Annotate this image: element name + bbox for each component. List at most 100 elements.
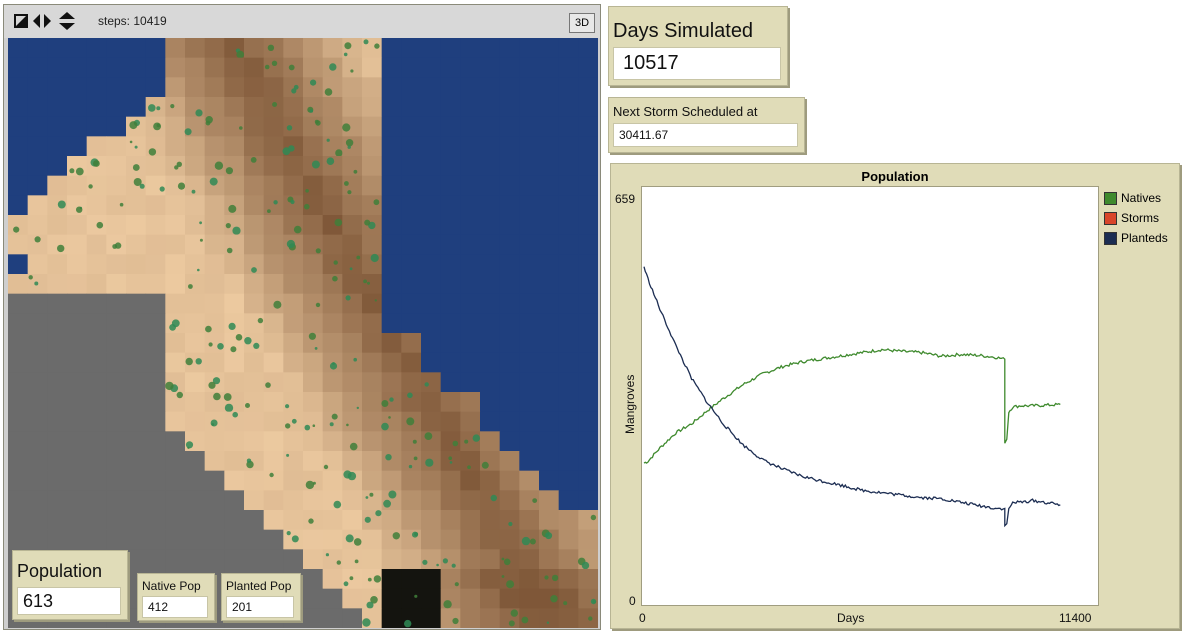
world-patch [460, 195, 481, 216]
mangrove-tree [329, 422, 334, 427]
world-patch [460, 510, 481, 531]
world-patch [244, 529, 265, 550]
world-patch [519, 431, 540, 452]
world-patch [401, 569, 422, 590]
world-patch [480, 38, 501, 59]
mangrove-tree [133, 178, 142, 186]
world-patch [303, 392, 324, 413]
world-patch [558, 97, 579, 118]
planted-pop-label: Planted Pop [226, 579, 292, 593]
vertical-arrows-icon[interactable] [58, 12, 76, 30]
world-patch [499, 156, 520, 177]
world-patch [263, 352, 284, 373]
world-patch [8, 215, 29, 236]
world-patch [381, 529, 402, 550]
world-patch [322, 274, 343, 295]
world-patch [519, 57, 540, 78]
world-patch [244, 57, 265, 78]
world-patch [67, 451, 88, 472]
mangrove-tree [314, 347, 318, 350]
world-patch [342, 195, 363, 216]
world-patch [578, 293, 598, 314]
world-patch [185, 254, 206, 275]
world-patch [106, 38, 127, 59]
world-patch [86, 451, 107, 472]
world-patch [224, 411, 245, 432]
world-patch [303, 470, 324, 491]
world-patch [558, 451, 579, 472]
world-patch [185, 313, 206, 334]
world-patch [362, 175, 383, 196]
world-patch [519, 470, 540, 491]
mangrove-tree [271, 60, 278, 66]
3d-view-button[interactable]: 3D [569, 13, 595, 33]
world-patch [106, 97, 127, 118]
world-patch [519, 116, 540, 137]
world-patch [499, 352, 520, 373]
world-patch [244, 156, 265, 177]
mangrove-tree [174, 165, 179, 170]
world-patch [401, 352, 422, 373]
world-canvas[interactable] [8, 38, 598, 628]
world-patch [362, 333, 383, 354]
world-patch [8, 470, 29, 491]
mangrove-tree [508, 521, 513, 527]
mangrove-tree [442, 558, 448, 564]
world-patch [480, 372, 501, 393]
world-patch [480, 57, 501, 78]
horizontal-arrows-icon[interactable] [33, 12, 51, 30]
legend-label-natives: Natives [1121, 191, 1162, 205]
mangrove-tree [347, 190, 352, 195]
mangrove-tree [119, 202, 124, 207]
world-patch [539, 175, 560, 196]
world-patch [224, 254, 245, 275]
mangrove-tree [521, 616, 529, 624]
world-patch [27, 215, 48, 236]
world-patch [224, 470, 245, 491]
world-patch [342, 510, 363, 531]
world-patch [401, 156, 422, 177]
resize-icon[interactable] [12, 12, 30, 30]
world-patch [440, 136, 461, 157]
mangrove-tree [335, 149, 343, 157]
world-patch [322, 116, 343, 137]
world-patch [47, 313, 68, 334]
world-patch [185, 136, 206, 157]
world-patch [47, 431, 68, 452]
world-patch [499, 470, 520, 491]
world-patch [244, 392, 265, 413]
world-patch [263, 313, 284, 334]
world-patch [499, 195, 520, 216]
mangrove-tree [452, 440, 459, 447]
days-simulated-label: Days Simulated [613, 20, 754, 42]
world-patch [27, 293, 48, 314]
world-patch [106, 57, 127, 78]
legend-label-storms: Storms [1121, 211, 1160, 225]
world-patch [480, 510, 501, 531]
world-patch [27, 175, 48, 196]
mangrove-tree [356, 255, 361, 260]
mangrove-tree [176, 391, 183, 399]
world-patch [322, 608, 343, 628]
world-patch [362, 97, 383, 118]
world-patch [165, 431, 186, 452]
world-patch [303, 569, 324, 590]
mangrove-tree [265, 382, 271, 388]
world-patch [165, 136, 186, 157]
world-patch [460, 569, 481, 590]
mangrove-tree [464, 439, 469, 444]
world-patch [440, 175, 461, 196]
world-patch [224, 529, 245, 550]
mangrove-tree [245, 403, 250, 408]
world-patch [460, 234, 481, 255]
world-patch [283, 510, 304, 531]
world-patch [440, 97, 461, 118]
world-patch [86, 175, 107, 196]
world-patch [539, 274, 560, 295]
world-patch [381, 352, 402, 373]
world-patch [578, 57, 598, 78]
world-patch [244, 215, 265, 236]
world-patch [558, 588, 579, 609]
world-patch [519, 451, 540, 472]
world-patch [480, 490, 501, 511]
